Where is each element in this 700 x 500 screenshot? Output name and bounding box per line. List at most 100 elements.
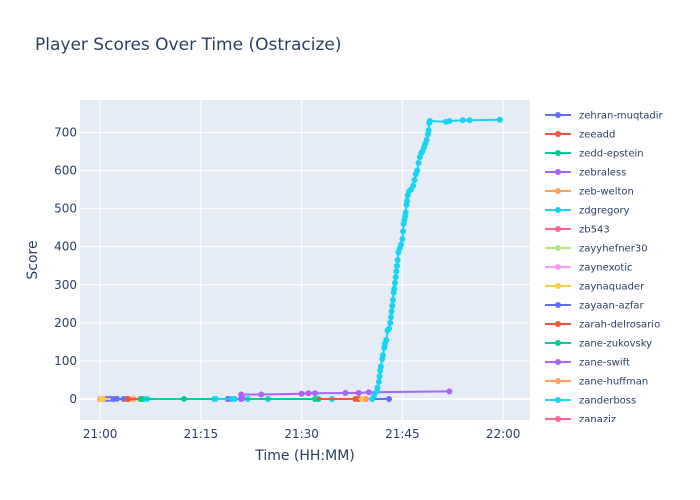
legend-swatch-marker (555, 340, 561, 346)
data-point (389, 302, 396, 309)
data-point (363, 396, 370, 402)
data-point (377, 363, 384, 370)
legend-item-zedd-epstein: zedd-epstein (545, 149, 644, 160)
y-axis-title: Score (25, 240, 41, 279)
data-point (446, 118, 453, 124)
data-point (426, 118, 433, 124)
data-point (231, 396, 238, 402)
legend-label: zane-huffman (579, 377, 648, 388)
legend-item-zanaziz: zanaziz (545, 415, 616, 426)
x-tick-label: 21:15 (184, 427, 219, 441)
data-point (400, 228, 407, 235)
data-point (386, 396, 392, 402)
data-point (393, 268, 400, 275)
legend-item-zanderboss: zanderboss (545, 396, 636, 407)
data-point (375, 378, 382, 385)
data-point (342, 390, 349, 396)
data-point (392, 279, 398, 286)
data-point (466, 117, 473, 124)
x-tick-label: 22:00 (486, 427, 521, 441)
data-point (305, 390, 312, 397)
y-tick-label: 300 (54, 278, 77, 292)
legend-label: zaynexotic (579, 263, 633, 274)
legend: zehran-muqtadir zeeadd zedd-epstein zebrale… (545, 111, 664, 426)
data-point (352, 396, 359, 402)
data-point (399, 236, 406, 242)
legend-label: zb543 (579, 225, 610, 236)
data-point (425, 127, 432, 134)
x-axis-ticks: 21:00 21:15 21:30 21:45 22:00 (83, 427, 521, 441)
data-point (365, 389, 372, 396)
legend-item-zdgregory: zdgregory (545, 206, 630, 217)
data-point (423, 137, 430, 143)
data-point (390, 297, 396, 303)
legend-swatch-marker (555, 359, 561, 365)
y-tick-label: 200 (54, 316, 77, 330)
legend-swatch-marker (555, 321, 561, 327)
legend-label: zane-zukovsky (579, 339, 652, 350)
legend-item-zb543: zb543 (545, 225, 610, 236)
legend-label: zanaziz (579, 415, 616, 426)
x-tick-label: 21:00 (83, 427, 118, 441)
data-point (388, 308, 395, 315)
data-point (394, 257, 401, 263)
legend-swatch-marker (555, 169, 561, 175)
legend-label: zeeadd (579, 130, 615, 141)
data-point (212, 396, 219, 402)
legend-swatch-marker (555, 245, 561, 251)
data-point (388, 314, 394, 321)
data-point (138, 396, 145, 402)
legend-label: zehran-muqtadir (579, 111, 664, 122)
data-point (446, 388, 453, 395)
legend-label: zane-swift (579, 358, 630, 369)
legend-label: zayaan-azfar (579, 301, 645, 312)
data-point (355, 390, 362, 396)
data-point (386, 325, 392, 332)
data-point (394, 262, 400, 269)
chart-title: Player Scores Over Time (Ostracize) (35, 35, 342, 55)
x-tick-label: 21:45 (385, 427, 420, 441)
legend-item-zaynexotic: zaynexotic (545, 263, 633, 274)
legend-swatch-marker (555, 226, 561, 232)
series-zdgregory (140, 116, 503, 402)
series-zanderboss (212, 396, 238, 402)
data-point (312, 396, 319, 402)
series-layer (97, 116, 503, 402)
legend-item-zebraless: zebraless (545, 168, 626, 179)
legend-label: zebraless (579, 168, 626, 179)
y-tick-label: 700 (54, 125, 77, 139)
y-tick-label: 500 (54, 202, 77, 216)
data-point (415, 159, 422, 166)
legend-label: zdgregory (579, 206, 630, 217)
legend-item-zayyhefner30: zayyhefner30 (545, 244, 648, 255)
data-point (459, 117, 466, 124)
legend-item-zane-swift: zane-swift (545, 358, 630, 369)
data-point (402, 209, 409, 216)
data-point (379, 352, 386, 359)
legend-swatch-marker (555, 150, 561, 156)
legend-swatch-marker (555, 283, 561, 289)
data-point (398, 241, 404, 248)
legend-label: zedd-epstein (579, 149, 644, 160)
data-point (239, 395, 246, 402)
legend-item-zane-zukovsky: zane-zukovsky (545, 339, 652, 350)
data-point (298, 390, 305, 397)
y-tick-label: 600 (54, 163, 77, 177)
legend-label: zayyhefner30 (579, 244, 648, 255)
data-point (391, 285, 398, 292)
data-point (387, 319, 394, 326)
legend-swatch-marker (555, 131, 561, 137)
data-point (411, 177, 418, 183)
legend-swatch-marker (555, 112, 561, 118)
data-point (392, 274, 399, 281)
legend-swatch-marker (555, 207, 561, 213)
legend-swatch-marker (555, 188, 561, 194)
data-point (410, 182, 417, 189)
data-point (496, 116, 503, 123)
data-point (414, 167, 421, 174)
x-axis-title: Time (HH:MM) (254, 448, 355, 464)
data-point (376, 373, 383, 380)
y-axis-ticks: 0 100 200 300 400 500 600 700 (54, 125, 77, 406)
